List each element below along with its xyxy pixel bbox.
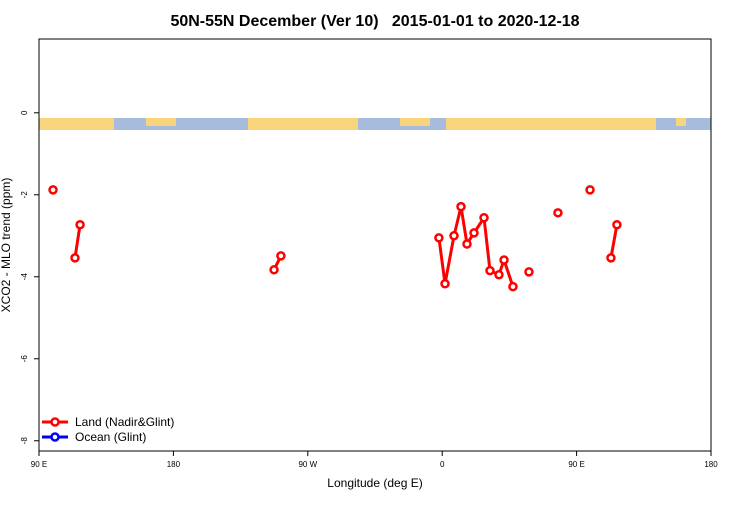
y-tick-label: -8 xyxy=(20,437,29,445)
data-point xyxy=(499,255,509,265)
x-axis-label: Longitude (deg E) xyxy=(327,476,422,490)
data-point xyxy=(269,265,279,275)
data-point xyxy=(585,185,595,195)
y-tick-label: 0 xyxy=(20,110,29,115)
series-line xyxy=(73,224,82,259)
data-point xyxy=(469,228,479,238)
x-tick-label: 90 W xyxy=(298,460,317,469)
data-point xyxy=(48,185,58,195)
legend-marker xyxy=(50,432,60,442)
series-line xyxy=(609,224,619,259)
y-tick-label: -6 xyxy=(20,355,29,363)
y-tick-label: -4 xyxy=(20,273,29,281)
data-point xyxy=(612,219,622,230)
data-point xyxy=(494,269,504,280)
data-point xyxy=(434,233,444,243)
data-point xyxy=(276,251,286,261)
land-ocean-strip xyxy=(39,118,711,130)
legend-label: Ocean (Glint) xyxy=(75,430,146,444)
data-point xyxy=(508,281,518,292)
x-tick-label: 180 xyxy=(704,460,718,469)
data-point xyxy=(440,278,450,289)
data-point xyxy=(479,212,489,223)
x-tick-label: 90 E xyxy=(568,460,584,469)
legend-label: Land (Nadir&Glint) xyxy=(75,415,174,429)
x-tick-label: 90 E xyxy=(31,460,47,469)
legend-marker xyxy=(50,417,60,427)
x-tick-label: 0 xyxy=(440,460,445,469)
data-point xyxy=(70,253,80,263)
data-point xyxy=(485,265,495,276)
chart-title: 50N-55N December (Ver 10) 2015-01-01 to … xyxy=(170,13,579,30)
data-point xyxy=(553,208,563,218)
data-point xyxy=(524,267,534,277)
data-point xyxy=(606,253,616,263)
data-point xyxy=(449,231,459,241)
y-axis-label: XCO2 - MLO trend (ppm) xyxy=(0,178,13,313)
data-point xyxy=(75,219,85,230)
data-point xyxy=(456,201,466,212)
x-tick-label: 180 xyxy=(167,460,181,469)
plot-frame xyxy=(38,38,712,452)
data-point xyxy=(462,239,472,249)
y-tick-label: -2 xyxy=(20,191,29,199)
